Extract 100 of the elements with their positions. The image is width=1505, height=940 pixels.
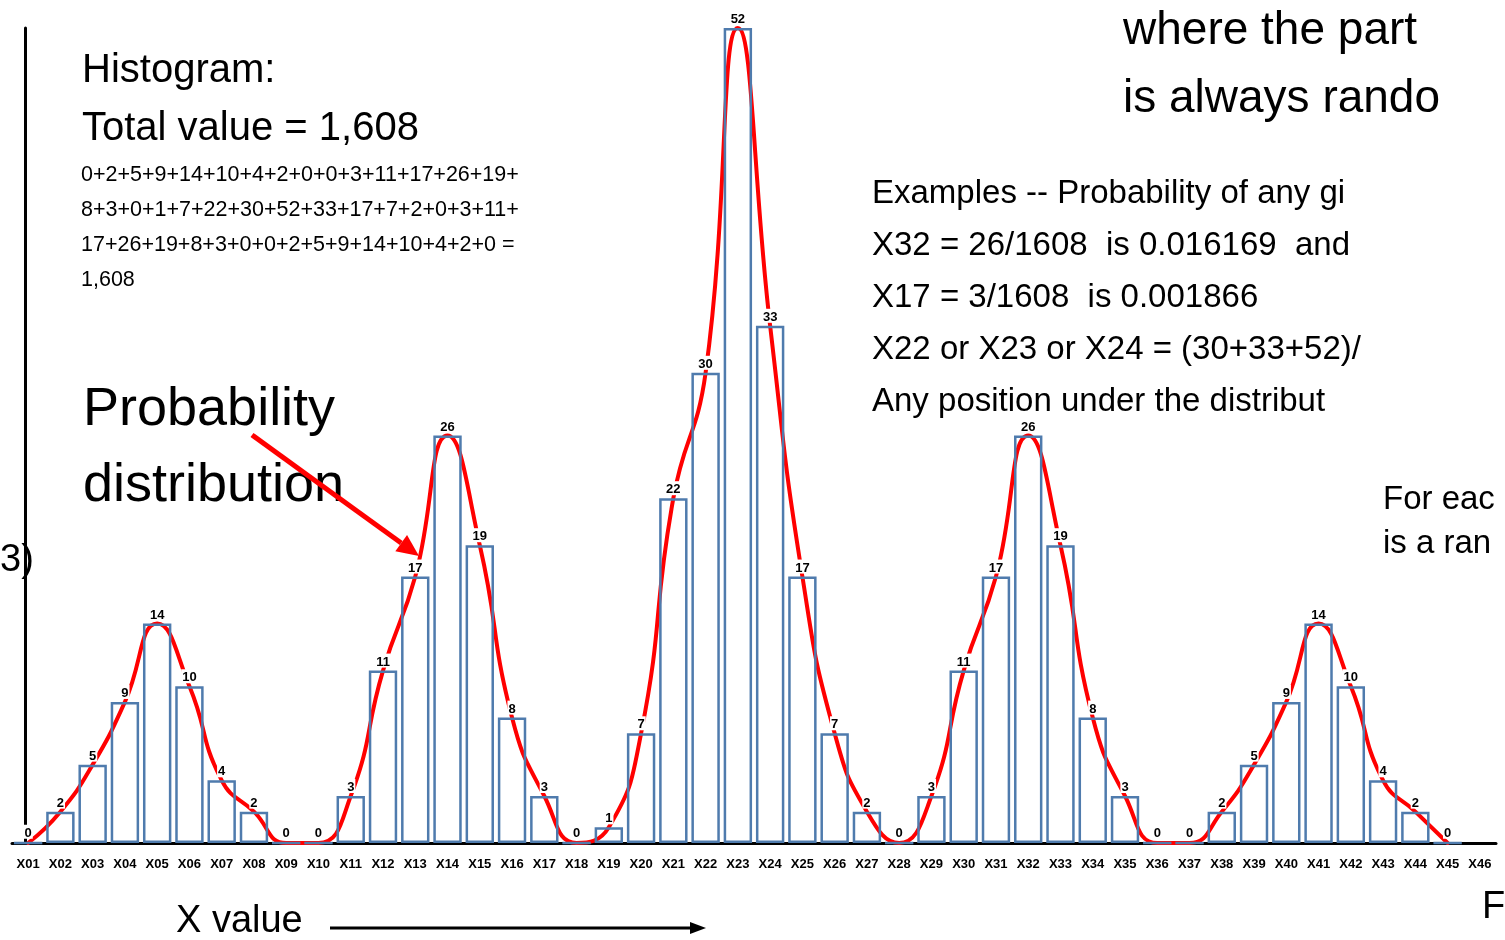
bar <box>1401 811 1430 843</box>
x-tick-label: X10 <box>306 856 331 871</box>
data-label: 2 <box>1218 794 1226 810</box>
x-tick-label: X39 <box>1242 856 1266 871</box>
bar <box>530 795 559 843</box>
x-tick-label: X32 <box>1016 856 1040 871</box>
x-tick-label: X05 <box>145 856 169 871</box>
bar <box>1110 795 1140 843</box>
x-tick-label: X08 <box>242 856 266 871</box>
bar <box>465 545 494 843</box>
data-label: 8 <box>1089 700 1097 716</box>
data-label: 52 <box>730 11 746 26</box>
x-tick-label: X01 <box>16 856 40 871</box>
bar <box>110 701 140 843</box>
annotation: Examples -- Probability of any gi X32 = 26/1608 is 0.016169 and X17 = 3/1608 is 0.001866 X22 or X23 or X24 = (30+33+52)/ Any position under the distribut <box>872 173 1361 418</box>
data-label: 5 <box>1250 747 1258 763</box>
data-label: 17 <box>408 559 423 575</box>
bar <box>1207 811 1236 843</box>
data-label: 8 <box>508 700 516 716</box>
data-label: 17 <box>795 559 810 575</box>
x-tick-label: X25 <box>790 856 814 871</box>
x-tick-label: X19 <box>597 856 621 871</box>
data-label: 26 <box>440 418 455 434</box>
bar <box>336 795 365 843</box>
x-tick-label: X28 <box>887 856 911 871</box>
data-label: 3 <box>540 778 548 794</box>
data-label: 0 <box>1153 824 1161 840</box>
data-label: 10 <box>1343 669 1359 685</box>
data-label: 33 <box>762 308 778 324</box>
bar <box>981 576 1011 843</box>
bar <box>1336 686 1366 843</box>
x-tick-label: X37 <box>1177 856 1202 871</box>
x-tick-label: X06 <box>177 856 202 871</box>
data-label: 11 <box>376 653 390 669</box>
data-label: 3 <box>1121 778 1129 794</box>
x-tick-label: X27 <box>855 856 879 871</box>
x-tick-label: X22 <box>694 856 718 871</box>
bar <box>1046 545 1075 843</box>
annotation: 0+2+5+9+14+10+4+2+0+0+3+11+17+26+19+ 8+3+0+1+7+22+30+52+33+17+7+2+0+3+11+ 17+26+19+8+3+0+0+2+5+9+14+10+4+2+0 = 1,608 <box>81 161 519 293</box>
x-tick-label: X23 <box>726 856 750 871</box>
bar <box>497 717 527 843</box>
x-tick-label: X42 <box>1339 856 1363 871</box>
bar <box>755 325 785 843</box>
x-tick-label: X36 <box>1145 856 1169 871</box>
x-tick-label: X38 <box>1210 856 1234 871</box>
data-label: 3 <box>347 778 355 794</box>
x-tick-label: X12 <box>371 856 395 871</box>
bar <box>1014 435 1043 843</box>
annotation: For eac is a ran <box>1383 478 1495 562</box>
data-label: 0 <box>24 824 32 840</box>
data-label: 30 <box>698 355 713 371</box>
x-tick-label: X21 <box>661 856 685 871</box>
x-tick-label: X02 <box>48 856 72 871</box>
x-tick-label: X29 <box>919 856 944 871</box>
bar <box>1272 701 1301 843</box>
x-tick-label: X07 <box>210 856 234 871</box>
x-tick-label: X09 <box>274 856 298 871</box>
x-tick-label: X40 <box>1274 856 1298 871</box>
data-label: 11 <box>956 653 971 669</box>
data-label: 5 <box>89 747 97 763</box>
data-label: 14 <box>149 606 166 622</box>
data-label: 0 <box>314 824 323 840</box>
bar <box>788 576 817 843</box>
data-label: 2 <box>250 794 258 810</box>
data-label: 0 <box>282 824 290 840</box>
bar <box>78 764 107 843</box>
data-label: 22 <box>666 481 681 497</box>
x-tick-label: X41 <box>1306 856 1331 871</box>
data-label: 0 <box>1185 824 1194 840</box>
data-label: 0 <box>895 824 903 840</box>
data-label: 4 <box>218 763 227 779</box>
bar <box>207 780 236 843</box>
x-tick-label: X11 <box>339 856 362 871</box>
bar <box>917 795 946 843</box>
x-tick-label: X15 <box>468 856 492 871</box>
annotation: where the part is always rando <box>1123 1 1441 124</box>
bar <box>1304 623 1333 843</box>
bar <box>401 576 430 843</box>
x-tick-label: X34 <box>1081 856 1106 871</box>
x-tick-label: X14 <box>435 856 460 871</box>
x-tick-label: X17 <box>532 856 556 871</box>
x-tick-label: X20 <box>629 856 653 871</box>
bar <box>175 686 204 843</box>
bar <box>1078 717 1107 843</box>
bar <box>433 435 462 843</box>
bar <box>142 623 172 843</box>
data-label: 14 <box>1311 606 1327 622</box>
annotation: Histogram: <box>82 45 276 92</box>
x-tick-label: X04 <box>113 856 138 871</box>
x-tick-label: X16 <box>500 856 524 871</box>
data-label: 9 <box>1282 684 1290 700</box>
x-tick-label: X24 <box>758 856 783 871</box>
x-tick-label: X18 <box>564 856 589 871</box>
data-label: 19 <box>472 528 488 544</box>
data-label: 0 <box>1443 824 1452 840</box>
data-label: 26 <box>1020 418 1036 434</box>
x-tick-label: X35 <box>1113 856 1137 871</box>
data-label: 17 <box>988 559 1004 575</box>
bar <box>239 811 269 843</box>
bar <box>659 498 688 843</box>
